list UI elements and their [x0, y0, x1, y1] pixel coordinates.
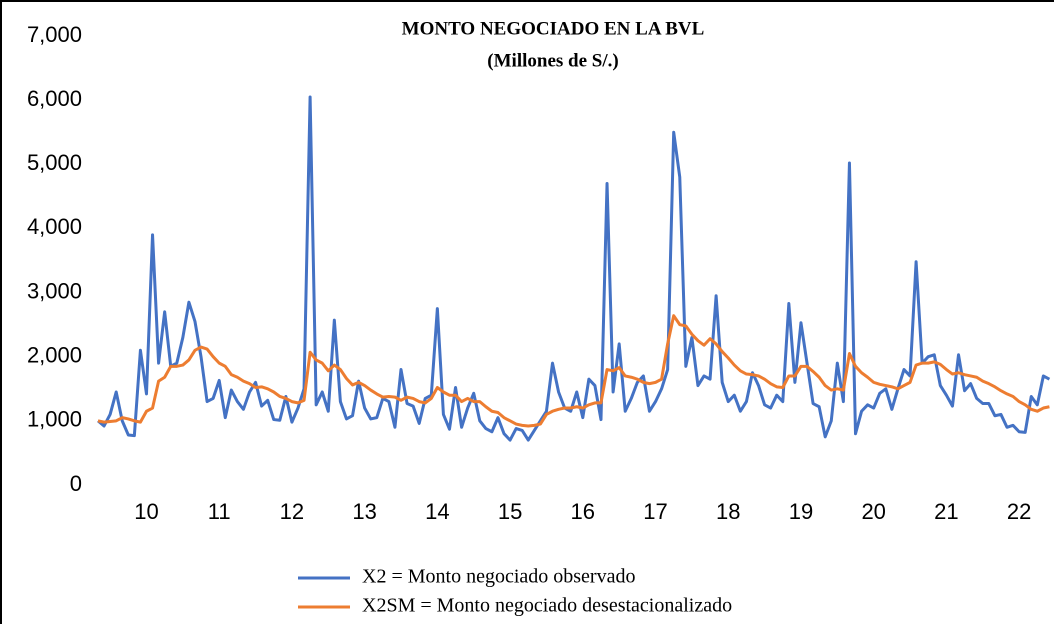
x-tick-label: 17 [643, 499, 667, 524]
x-tick-label: 11 [208, 499, 231, 524]
x-tick-label: 19 [789, 499, 813, 524]
y-tick-label: 3,000 [27, 278, 82, 303]
x-tick-label: 10 [134, 499, 158, 524]
y-tick-label: 0 [70, 471, 82, 496]
x-tick-label: 15 [498, 499, 522, 524]
legend-label: X2SM = Monto negociado desestacionalizad… [362, 595, 732, 617]
legend-label: X2 = Monto negociado observado [362, 566, 635, 588]
x-tick-label: 20 [861, 499, 885, 524]
y-tick-label: 2,000 [27, 343, 82, 368]
x-tick-label: 22 [1007, 499, 1031, 524]
x-tick-label: 12 [280, 499, 304, 524]
x-tick-label: 21 [934, 499, 958, 524]
series-line [97, 314, 1050, 428]
y-tick-label: 5,000 [27, 150, 82, 175]
chart-subtitle: (Millones de S/.) [487, 50, 618, 71]
y-tick-label: 1,000 [27, 407, 82, 432]
x-tick-label: 16 [571, 499, 595, 524]
chart-title: MONTO NEGOCIADO EN LA BVL [402, 18, 705, 39]
x-tick-label: 14 [425, 499, 449, 524]
y-tick-label: 7,000 [27, 22, 82, 47]
x-tick-label: 13 [352, 499, 376, 524]
y-tick-label: 4,000 [27, 214, 82, 239]
y-tick-label: 6,000 [27, 86, 82, 111]
x-tick-label: 18 [716, 499, 740, 524]
